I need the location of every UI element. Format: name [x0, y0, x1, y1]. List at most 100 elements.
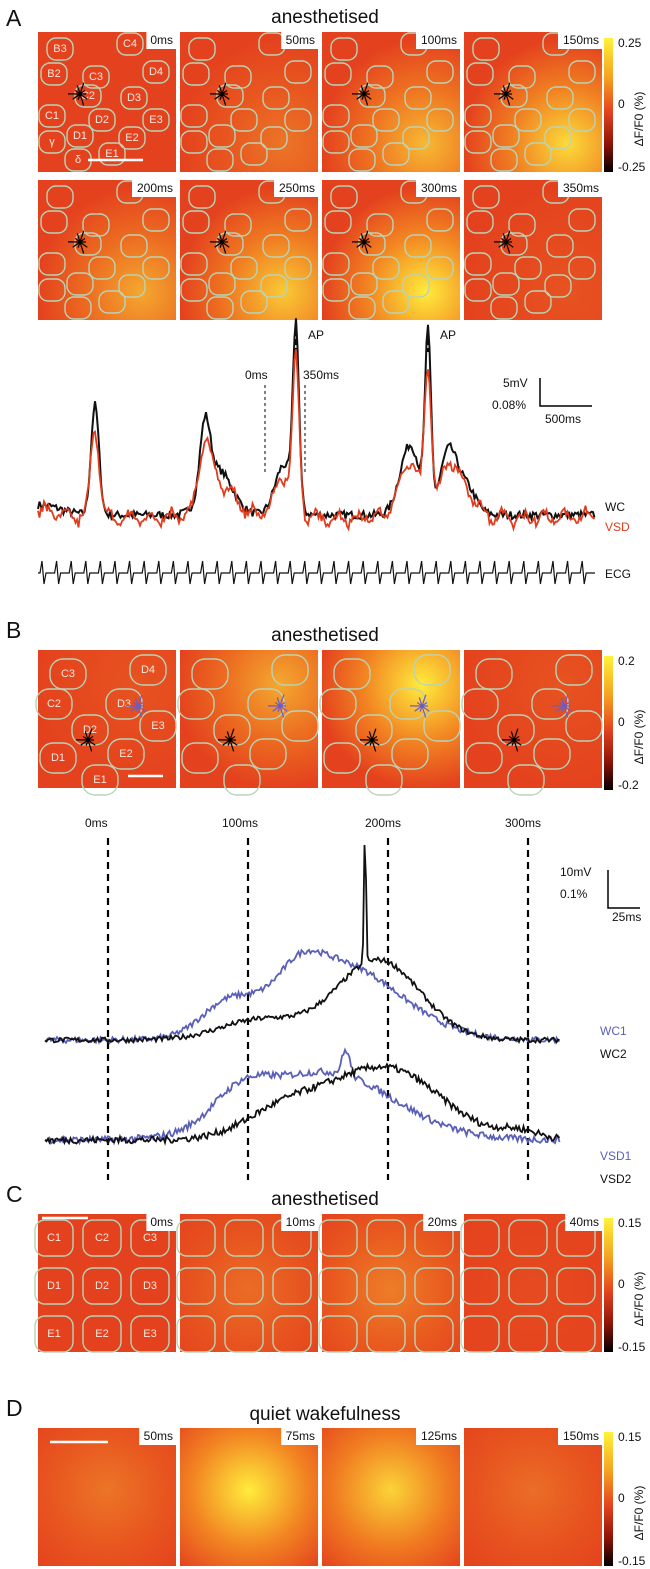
image-frame [319, 650, 461, 796]
barrel-outline [64, 296, 92, 320]
barrel-outline [224, 65, 252, 89]
neuron [505, 93, 514, 100]
barrel-label: E1 [47, 1328, 60, 1340]
barrel-label: B3 [53, 43, 66, 55]
barrel-label: D1 [73, 130, 87, 142]
barrel-label: E1 [93, 774, 106, 786]
barrel-outline [460, 1219, 500, 1257]
neuron [72, 241, 81, 248]
neuron [76, 85, 81, 95]
colorbar-label: ΔF/F0 (%) [632, 710, 646, 765]
neuron [360, 85, 365, 95]
barrel-outline [272, 1267, 312, 1305]
frame-label-box [558, 32, 602, 49]
neuron [506, 739, 515, 746]
image-frame [177, 650, 319, 796]
barrel-outline [322, 104, 350, 128]
barrel-outline [460, 1267, 500, 1305]
neuron [363, 93, 369, 106]
trace-legend: WC1 [600, 1024, 627, 1038]
scale-label: 25ms [612, 910, 641, 924]
barrel-outline [490, 296, 518, 320]
barrel-outline [82, 1219, 122, 1257]
neuron [76, 233, 81, 243]
scale-label: 0.1% [560, 887, 588, 901]
frame-image [464, 1214, 602, 1352]
barrel-label: D4 [141, 664, 155, 676]
panel-title: quiet wakefulness [249, 1404, 400, 1425]
image-frame [461, 650, 603, 796]
frame-time: 40ms [570, 1215, 599, 1229]
neuron [79, 230, 85, 243]
neuron [368, 731, 373, 741]
neuron [221, 93, 227, 106]
neuron [505, 82, 511, 95]
barrel-outline [82, 1315, 122, 1353]
frame-image [322, 180, 460, 320]
barrel-outline [472, 37, 500, 61]
panel-letter: D [6, 1395, 23, 1421]
image-frame: 150ms [464, 1428, 602, 1566]
barrel-outline [216, 84, 244, 108]
barrel-outline [224, 1219, 264, 1257]
barrel-outline [330, 37, 358, 61]
neuron [502, 233, 507, 243]
barrel-outline [465, 742, 503, 774]
barrel-outline [284, 60, 312, 84]
barrel-outline [208, 272, 236, 296]
barrel-outline [568, 108, 596, 132]
neuron [87, 739, 93, 752]
barrel-outline [40, 210, 68, 234]
barrel-outline [66, 124, 94, 148]
barrel-label: E3 [151, 720, 164, 732]
barrel-outline [508, 1315, 548, 1353]
neuron [134, 697, 139, 707]
barrel-outline [348, 296, 376, 320]
neuron [72, 93, 81, 100]
barrel-outline [372, 108, 400, 132]
barrel-outline [260, 274, 288, 298]
barrel-outline [82, 65, 110, 89]
colorbar-tick: 0 [618, 97, 625, 111]
frame-time: 50ms [144, 1429, 173, 1443]
panel-title: anesthetised [271, 625, 379, 646]
neuron [513, 736, 520, 741]
frame-label-box [146, 1214, 176, 1231]
barrel-label: E3 [143, 1328, 156, 1340]
image-frame: 200ms [38, 180, 176, 320]
barrel-outline [426, 60, 454, 84]
barrel-outline [565, 710, 603, 742]
barrel-outline [224, 1315, 264, 1353]
neuron [221, 90, 228, 95]
barrel-outline [142, 256, 170, 280]
barrel-label: E2 [95, 1328, 108, 1340]
barrel-outline [38, 130, 66, 154]
scale-label: 10mV [560, 865, 591, 879]
barrel-outline [142, 60, 170, 84]
barrel-outline [366, 1315, 406, 1353]
barrel-outline [490, 148, 518, 172]
neuron [363, 241, 372, 248]
barrel-outline [281, 710, 319, 742]
barrel-outline [176, 1315, 216, 1353]
frame-image [38, 1214, 176, 1352]
neuron [221, 93, 230, 100]
neuron [221, 241, 230, 248]
barrel-label: D3 [143, 1280, 157, 1292]
barrel-outline [508, 1267, 548, 1305]
barrel-outline [240, 142, 268, 166]
barrel-outline [568, 60, 596, 84]
barrel-outline [224, 213, 252, 237]
neuron [360, 233, 365, 243]
barrel-outline [318, 1315, 358, 1353]
neuron [137, 694, 143, 707]
image-frame: B3 C4 B2 C3 D4 C2 D3 C1 D2 E3 γ D1 E2 δ E1 0ms [38, 32, 176, 172]
barrel-outline [130, 1315, 170, 1353]
panel-letter: B [6, 617, 21, 643]
barrel-outline [426, 108, 454, 132]
barrel-outline [46, 185, 74, 209]
frame-label-box [281, 32, 318, 49]
neuron [418, 697, 423, 707]
barrel-outline [464, 130, 492, 154]
